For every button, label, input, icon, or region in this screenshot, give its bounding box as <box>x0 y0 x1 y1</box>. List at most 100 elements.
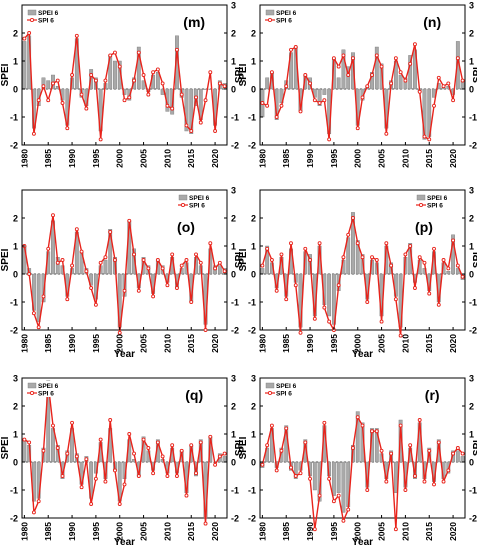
y-axis-title-right: SPI <box>472 252 477 268</box>
point-spi6 <box>312 98 317 103</box>
point-spi6 <box>103 479 108 484</box>
ytick-label-right: 2 <box>469 29 474 39</box>
legend-label-spi6: SPI 6 <box>427 203 443 210</box>
ytick-label-right: 0 <box>469 85 474 95</box>
point-spi6 <box>103 78 108 83</box>
point-spi6 <box>189 443 194 448</box>
point-spi6 <box>151 294 156 299</box>
point-spi6 <box>279 448 284 453</box>
ytick-label-left: -2 <box>10 326 18 336</box>
point-spi6 <box>122 288 127 293</box>
point-spi6 <box>393 527 398 532</box>
point-spi6 <box>298 109 303 114</box>
bar-spei6 <box>265 77 270 90</box>
point-spi6 <box>31 131 36 136</box>
point-spi6 <box>127 95 132 100</box>
point-spi6 <box>365 84 370 89</box>
point-spi6 <box>336 493 341 498</box>
xtick-label: 2010 <box>162 334 172 353</box>
y-axis-title-right: SPI <box>234 440 245 456</box>
ytick-label-right: 2 <box>469 402 474 412</box>
panel-label: (r) <box>425 387 440 403</box>
point-spi6 <box>184 123 189 128</box>
legend-label-spei6: SPEI 6 <box>276 383 297 390</box>
point-spi6 <box>122 98 127 103</box>
point-spi6 <box>160 81 165 86</box>
point-spi6 <box>55 446 60 450</box>
chart-panel-n: -2 -1 0 1 2 -2 -1 0 1 2 3 1980 1985 1990 1995 2000 2005 2… <box>238 1 477 168</box>
point-spi6 <box>336 283 341 288</box>
point-spi6 <box>398 333 403 338</box>
bar-spei6 <box>360 254 365 275</box>
point-spi6 <box>60 101 65 105</box>
point-spi6 <box>117 502 122 506</box>
point-spi6 <box>284 84 289 89</box>
point-spi6 <box>184 258 189 262</box>
point-spi6 <box>436 302 441 307</box>
bar-spei6 <box>351 212 355 275</box>
ytick-label-right: -2 <box>231 326 239 336</box>
point-spi6 <box>265 246 270 251</box>
point-spi6 <box>289 47 293 52</box>
plot-frame <box>21 377 228 519</box>
point-spi6 <box>113 258 117 262</box>
point-spi6 <box>374 429 379 434</box>
point-spi6 <box>65 451 70 456</box>
point-spi6 <box>427 448 432 453</box>
point-spi6 <box>341 53 346 58</box>
point-spi6 <box>170 252 175 257</box>
point-spi6 <box>208 70 213 75</box>
point-spi6 <box>284 426 289 431</box>
chart-panel-m: -2 -1 0 1 2 -2 -1 0 1 2 3 1980 1985 1990 1995 2000 2005 2… <box>0 1 245 168</box>
plot-frame <box>259 189 466 331</box>
point-spi6 <box>89 286 94 290</box>
point-spi6 <box>222 269 227 274</box>
point-spi6 <box>317 101 322 105</box>
xtick-label: 1980 <box>257 334 267 353</box>
point-spi6 <box>289 465 293 470</box>
ytick-label-left: 2 <box>251 402 256 412</box>
point-spi6 <box>222 451 227 456</box>
point-spi6 <box>427 137 432 142</box>
xtick-label: 2000 <box>115 149 125 168</box>
xtick-label: 1995 <box>329 334 339 353</box>
point-spi6 <box>412 286 417 290</box>
xtick-label: 1985 <box>281 149 291 168</box>
point-spi6 <box>269 258 274 262</box>
xtick-label: 1985 <box>43 522 53 541</box>
point-spi6 <box>36 325 41 330</box>
point-spi6 <box>346 73 351 77</box>
point-spi6 <box>174 286 179 290</box>
point-spi6 <box>441 479 446 484</box>
point-spi6 <box>217 454 222 459</box>
y-axis-title-left: SPEI <box>0 436 11 459</box>
point-spi6 <box>51 423 55 428</box>
point-spi6 <box>403 78 408 83</box>
point-spi6 <box>308 81 313 86</box>
ytick-label-right: 2 <box>469 214 474 224</box>
bar-spei6 <box>341 49 346 90</box>
xtick-label: 2005 <box>377 149 387 168</box>
xtick-label: 1980 <box>257 522 267 541</box>
ytick-label-right: 3 <box>469 1 474 11</box>
point-spi6 <box>403 252 408 257</box>
legend-label-spei6: SPEI 6 <box>427 195 448 202</box>
legend-bg <box>26 8 72 24</box>
point-spi6 <box>379 319 384 324</box>
point-spi6 <box>451 98 456 103</box>
legend-label-spei6: SPEI 6 <box>276 10 297 17</box>
ytick-label-right: 3 <box>231 1 236 11</box>
xtick-label: 2000 <box>353 149 363 168</box>
legend-label-spi6: SPI 6 <box>38 391 54 398</box>
xtick-label: 1995 <box>91 522 101 541</box>
point-spi6 <box>336 64 341 69</box>
ytick-label-right: 3 <box>231 374 236 384</box>
xtick-label: 2015 <box>424 149 434 168</box>
xtick-label: 1990 <box>305 522 315 541</box>
point-spi6 <box>351 216 355 220</box>
ytick-label-right: 1 <box>231 57 236 67</box>
point-spi6 <box>384 131 389 136</box>
bar-spei6 <box>460 456 465 463</box>
point-spi6 <box>327 476 332 481</box>
